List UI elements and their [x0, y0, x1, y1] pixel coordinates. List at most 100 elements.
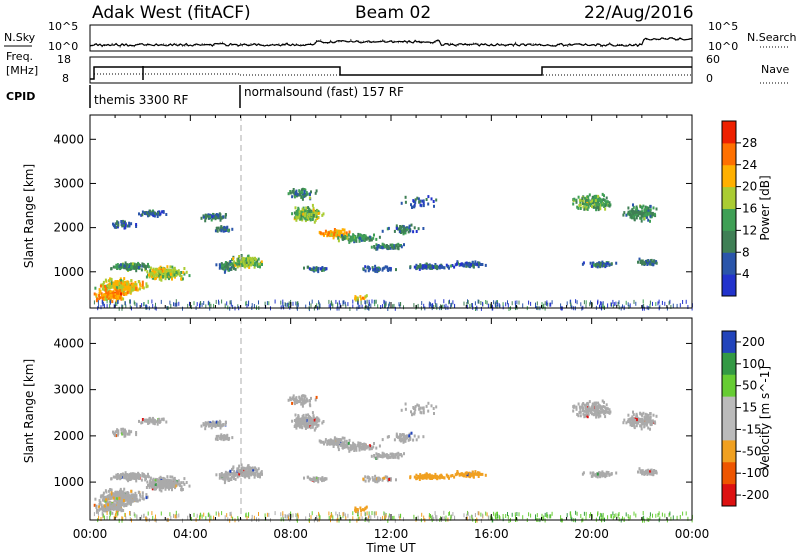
scatter-point: [649, 204, 652, 208]
scatter-point: [226, 263, 229, 267]
scatter-point: [146, 495, 149, 499]
scatter-point: [442, 304, 444, 309]
scatter-point: [171, 274, 174, 278]
scatter-point: [307, 417, 309, 421]
scatter-point: [240, 471, 243, 475]
scatter-point: [649, 422, 652, 426]
scatter-point: [188, 274, 191, 278]
scatter-point: [634, 421, 637, 425]
scatter-point: [120, 292, 123, 296]
scatter-point: [231, 467, 233, 471]
scatter-point: [227, 266, 230, 270]
scatter-point: [212, 422, 215, 426]
scatter-point: [372, 445, 375, 449]
scatter-point: [640, 427, 643, 431]
scatter-point: [231, 258, 233, 262]
scatter-point: [302, 214, 305, 218]
scatter-point: [627, 413, 630, 417]
scatter-point: [319, 303, 321, 308]
scatter-point: [206, 214, 208, 218]
scatter-point: [623, 211, 626, 215]
scatter-point: [154, 212, 157, 215]
scatter-point: [124, 292, 127, 296]
scatter-point: [413, 434, 416, 438]
scatter-point: [171, 484, 174, 488]
scatter-point: [472, 262, 475, 266]
scatter-point: [106, 304, 108, 309]
scatter-point: [361, 304, 363, 309]
scatter-point: [148, 275, 151, 279]
scatter-point: [364, 234, 367, 238]
scatter-point: [170, 304, 172, 309]
scatter-point: [231, 472, 234, 476]
scatter-point: [124, 432, 127, 436]
scatter-point: [115, 288, 118, 292]
scatter-point: [166, 475, 169, 479]
scatter-point: [333, 439, 336, 443]
scatter-point: [655, 414, 658, 418]
scatter-point: [139, 494, 142, 498]
scatter-point: [597, 206, 600, 210]
scatter-point: [123, 293, 126, 296]
scatter-point: [149, 212, 152, 216]
scatter-point: [160, 278, 163, 282]
scatter-point: [324, 438, 327, 442]
scatter-point: [242, 261, 245, 265]
scatter-point: [100, 292, 103, 296]
scatter-point: [381, 268, 384, 272]
scatter-point: [429, 264, 432, 268]
scatter-point: [127, 285, 130, 289]
scatter-point: [591, 201, 594, 205]
scatter-point: [337, 239, 340, 243]
scatter-point: [114, 265, 117, 269]
scatter-point: [124, 261, 127, 265]
scatter-point: [634, 213, 637, 217]
scatter-point: [126, 280, 129, 284]
scatter-point: [590, 300, 592, 305]
scatter-point: [341, 441, 344, 445]
scatter-point: [259, 475, 261, 479]
scatter-point: [495, 303, 497, 308]
scatter-point: [209, 423, 212, 426]
noise-panel: N.Sky N.Search 10^5 10^0 10^5 10^0: [4, 20, 797, 53]
scatter-point: [244, 261, 247, 265]
scatter-point: [128, 264, 131, 268]
scatter-point: [308, 399, 311, 402]
scatter-point: [138, 498, 141, 502]
scatter-point: [649, 412, 652, 416]
scatter-point: [364, 295, 367, 299]
scatter-point: [134, 496, 137, 500]
scatter-point: [224, 261, 227, 264]
scatter-point: [216, 438, 219, 441]
scatter-point: [362, 443, 364, 446]
scatter-point: [370, 245, 373, 249]
scatter-point: [135, 287, 137, 291]
scatter-point: [579, 203, 582, 207]
scatter-point: [603, 205, 606, 208]
scatter-point: [130, 498, 133, 502]
scatter-point: [407, 230, 410, 234]
scatter-point: [324, 477, 327, 481]
scatter-point: [652, 413, 655, 417]
scatter-point: [606, 261, 609, 265]
scatter-point: [154, 487, 156, 491]
scatter-point: [125, 263, 128, 267]
velocity-ylabel: Slant Range [km]: [22, 359, 36, 463]
scatter-point: [105, 287, 108, 291]
scatter-point: [427, 401, 430, 405]
scatter-point: [224, 473, 227, 476]
scatter-point: [178, 483, 181, 487]
scatter-point: [317, 216, 320, 219]
scatter-point: [242, 471, 245, 475]
scatter-point: [310, 267, 313, 271]
scatter-point: [633, 425, 636, 429]
scatter-point: [102, 496, 105, 499]
scatter-point: [230, 267, 233, 271]
scatter-point: [645, 212, 648, 216]
scatter-point: [149, 479, 152, 483]
scatter-point: [440, 264, 443, 268]
scatter-point: [650, 258, 653, 262]
scatter-point: [145, 486, 148, 489]
scatter-point: [415, 263, 418, 267]
scatter-point: [155, 306, 157, 311]
